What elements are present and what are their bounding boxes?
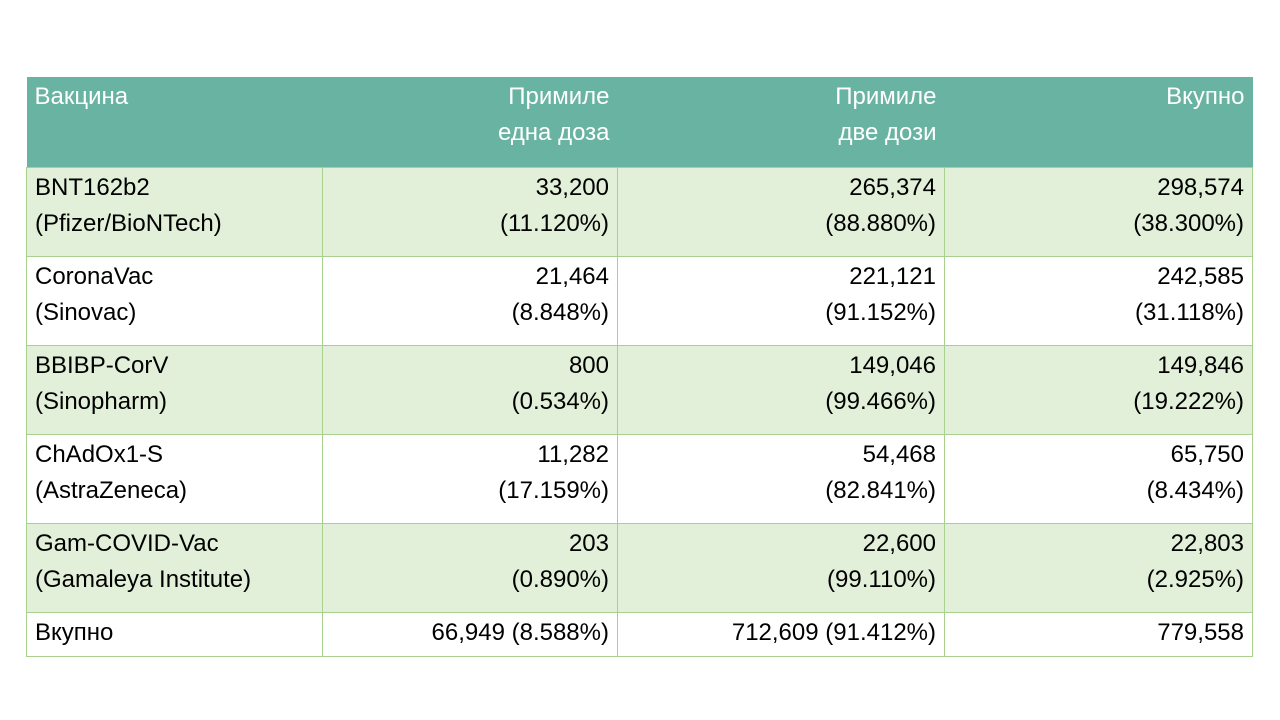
total-row-two-doses: 712,609 (91.412%) <box>617 612 945 657</box>
total-row: Вкупно 66,949 (8.588%) 712,609 (91.412%)… <box>26 612 1253 657</box>
two-doses-value: 265,374 <box>849 174 936 201</box>
vaccine-cell: BBIBP-CorV (Sinopharm) <box>26 345 323 435</box>
vaccine-cell: BNT162b2 (Pfizer/BioNTech) <box>26 167 323 257</box>
table-body: BNT162b2 (Pfizer/BioNTech) 33,200 (11.12… <box>26 167 1253 657</box>
one-dose-cell: 21,464 (8.848%) <box>322 256 618 346</box>
total-cell: 242,585 (31.118%) <box>944 256 1253 346</box>
table-row: Gam-COVID-Vac (Gamaleya Institute) 203 (… <box>26 523 1253 613</box>
vaccine-name: BBIBP-CorV <box>35 352 169 379</box>
vaccination-table: Вакцина Примиле една доза Примиле две до… <box>26 77 1253 657</box>
total-value: 65,750 <box>1170 441 1244 468</box>
two-doses-value: 221,121 <box>849 263 936 290</box>
vaccine-producer: (Pfizer/BioNTech) <box>35 210 222 237</box>
total-value: 242,585 <box>1157 263 1244 290</box>
two-doses-cell: 265,374 (88.880%) <box>617 167 945 257</box>
vaccine-producer: (AstraZeneca) <box>35 477 188 504</box>
total-percent: (8.434%) <box>1146 477 1244 504</box>
header-two-doses-line2: две дози <box>838 119 937 146</box>
two-doses-cell: 221,121 (91.152%) <box>617 256 945 346</box>
one-dose-percent: (0.534%) <box>511 388 609 415</box>
vaccine-producer: (Gamaleya Institute) <box>35 566 252 593</box>
table-row: BNT162b2 (Pfizer/BioNTech) 33,200 (11.12… <box>26 167 1253 257</box>
two-doses-cell: 149,046 (99.466%) <box>617 345 945 435</box>
two-doses-cell: 54,468 (82.841%) <box>617 434 945 524</box>
header-one-dose-line1: Примиле <box>508 83 610 110</box>
vaccine-cell: ChAdOx1-S (AstraZeneca) <box>26 434 323 524</box>
total-row-label: Вкупно <box>26 612 323 657</box>
two-doses-percent: (88.880%) <box>825 210 936 237</box>
table-row: CoronaVac (Sinovac) 21,464 (8.848%) 221,… <box>26 256 1253 346</box>
vaccine-name: Gam-COVID-Vac <box>35 530 219 557</box>
total-cell: 65,750 (8.434%) <box>944 434 1253 524</box>
table-row: BBIBP-CorV (Sinopharm) 800 (0.534%) 149,… <box>26 345 1253 435</box>
two-doses-percent: (91.152%) <box>825 299 936 326</box>
table-row: ChAdOx1-S (AstraZeneca) 11,282 (17.159%)… <box>26 434 1253 524</box>
header-total-label: Вкупно <box>1166 83 1245 110</box>
total-percent: (31.118%) <box>1135 299 1244 326</box>
header-total: Вкупно <box>944 77 1253 168</box>
one-dose-percent: (8.848%) <box>511 299 609 326</box>
header-row: Вакцина Примиле една доза Примиле две до… <box>26 77 1253 168</box>
two-doses-value: 22,600 <box>862 530 936 557</box>
total-value: 22,803 <box>1170 530 1244 557</box>
header-two-doses-line1: Примиле <box>835 83 937 110</box>
header-vaccine-label: Вакцина <box>34 83 129 110</box>
vaccine-name: BNT162b2 <box>35 174 150 201</box>
one-dose-value: 11,282 <box>537 441 609 468</box>
header-two-doses: Примиле две дози <box>617 77 945 168</box>
total-cell: 298,574 (38.300%) <box>944 167 1253 257</box>
one-dose-cell: 33,200 (11.120%) <box>322 167 618 257</box>
one-dose-percent: (17.159%) <box>498 477 609 504</box>
one-dose-value: 33,200 <box>535 174 609 201</box>
two-doses-percent: (99.466%) <box>825 388 936 415</box>
vaccine-name: CoronaVac <box>35 263 154 290</box>
one-dose-cell: 800 (0.534%) <box>322 345 618 435</box>
header-one-dose-line2: една доза <box>497 119 610 146</box>
two-doses-cell: 22,600 (99.110%) <box>617 523 945 613</box>
one-dose-percent: (0.890%) <box>511 566 609 593</box>
one-dose-value: 21,464 <box>535 263 609 290</box>
total-row-total: 779,558 <box>944 612 1253 657</box>
total-value: 149,846 <box>1157 352 1244 379</box>
one-dose-percent: (11.120%) <box>500 210 609 237</box>
total-row-one-dose: 66,949 (8.588%) <box>322 612 618 657</box>
table-header: Вакцина Примиле една доза Примиле две до… <box>26 77 1253 168</box>
vaccine-name: ChAdOx1-S <box>35 441 164 468</box>
one-dose-value: 203 <box>568 530 609 557</box>
two-doses-percent: (82.841%) <box>825 477 936 504</box>
total-cell: 149,846 (19.222%) <box>944 345 1253 435</box>
total-cell: 22,803 (2.925%) <box>944 523 1253 613</box>
header-vaccine: Вакцина <box>26 77 323 168</box>
one-dose-value: 800 <box>568 352 609 379</box>
header-one-dose: Примиле една доза <box>322 77 618 168</box>
total-percent: (2.925%) <box>1146 566 1244 593</box>
one-dose-cell: 11,282 (17.159%) <box>322 434 618 524</box>
total-percent: (38.300%) <box>1133 210 1244 237</box>
vaccine-producer: (Sinopharm) <box>35 388 168 415</box>
vaccine-producer: (Sinovac) <box>35 299 137 326</box>
total-percent: (19.222%) <box>1133 388 1244 415</box>
total-value: 298,574 <box>1157 174 1244 201</box>
two-doses-value: 54,468 <box>862 441 936 468</box>
vaccine-cell: Gam-COVID-Vac (Gamaleya Institute) <box>26 523 323 613</box>
two-doses-percent: (99.110%) <box>827 566 936 593</box>
two-doses-value: 149,046 <box>849 352 936 379</box>
vaccine-cell: CoronaVac (Sinovac) <box>26 256 323 346</box>
one-dose-cell: 203 (0.890%) <box>322 523 618 613</box>
